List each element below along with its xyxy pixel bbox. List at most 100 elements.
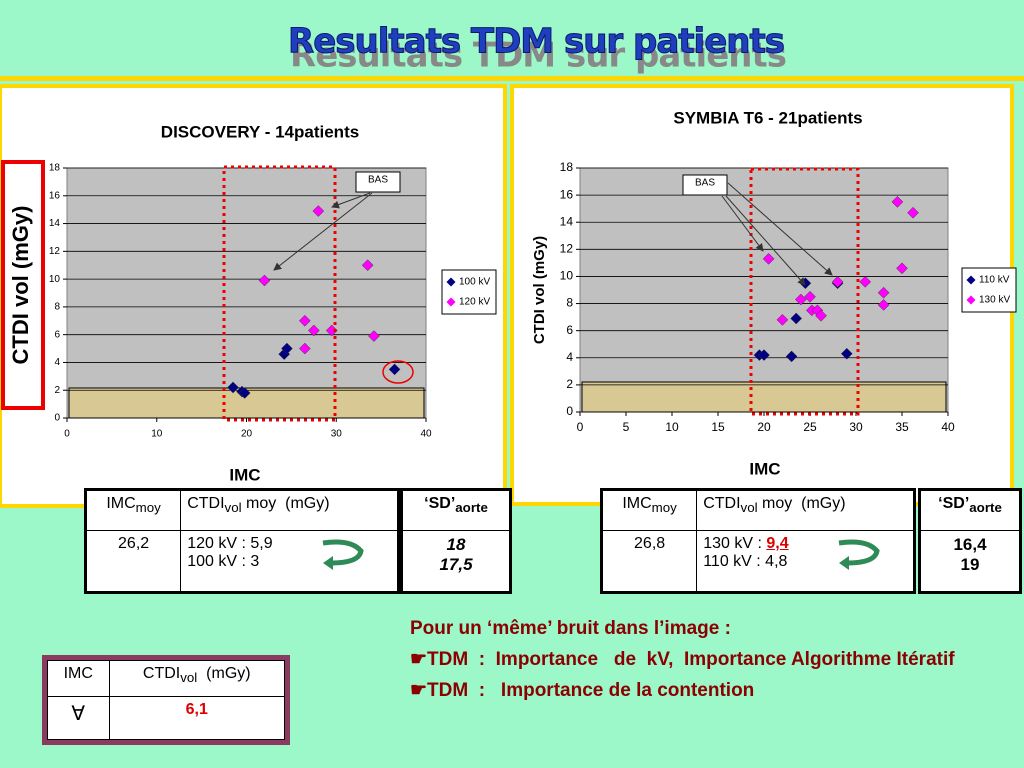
point (298, 314, 311, 327)
cell: 17,5 (439, 555, 473, 574)
legend-label: 120 kV (459, 297, 490, 308)
note-text: TDM : Importance de kV, Importance Algor… (427, 648, 955, 670)
point (258, 274, 271, 287)
table: IMC CTDIvol (mGy) ∀ 6,1 (42, 655, 290, 745)
point (307, 324, 320, 337)
y-tick-label: 10 (49, 274, 61, 285)
y-tick-label: 8 (566, 296, 573, 310)
y-tick-label: 4 (566, 350, 573, 364)
legend-marker (966, 275, 976, 285)
cell: 19 (960, 555, 980, 574)
cell: moy (651, 500, 677, 516)
legend-box (441, 269, 497, 315)
cell: 100 kV : 3 (187, 553, 260, 570)
y-tick-label: 12 (560, 242, 574, 256)
note-item: ☛TDM : Importance de la contention (410, 680, 1014, 703)
x-tick-label: 20 (757, 420, 771, 434)
axis-highlight (1, 160, 45, 410)
legend-marker (446, 297, 456, 307)
point (238, 387, 251, 399)
point (368, 330, 380, 342)
cell: 26,8 (601, 530, 698, 592)
plot-area (579, 167, 949, 413)
cell: aorte (969, 500, 1002, 516)
table: ‘SD’aorte 18 17,5 (400, 488, 512, 594)
notes: Pour un ‘même’ bruit dans l’image : ☛TDM… (410, 618, 1014, 710)
point (840, 347, 853, 360)
cell: ‘SD’ (938, 495, 970, 512)
annotation-box (355, 171, 401, 193)
title-rule (0, 76, 1024, 81)
x-tick-label: 0 (64, 429, 70, 440)
y-tick-label: 0 (566, 404, 573, 418)
point (896, 262, 908, 275)
point (758, 349, 770, 361)
arrow (725, 195, 806, 286)
cell: aorte (455, 500, 488, 516)
point (859, 276, 872, 288)
table: IMCmoy CTDIvol moy (mGy) 26,2 120 kV : 5… (84, 488, 400, 594)
cell: CTDI (142, 665, 181, 682)
bullet: ☛ (410, 648, 428, 670)
cell: CTDI (187, 495, 225, 512)
cell: vol (180, 670, 198, 686)
cell: CTDI (703, 495, 741, 512)
annotation: BAS (695, 178, 715, 189)
x-tick-label: 30 (331, 429, 343, 440)
y-tick-label: 6 (566, 323, 573, 337)
x-tick-label: 0 (577, 420, 584, 434)
x-tick-label: 30 (849, 420, 863, 434)
arrow (721, 195, 764, 252)
note-text: TDM : Importance de la contention (427, 679, 755, 701)
y-tick-label: 16 (560, 187, 574, 201)
point (227, 381, 239, 394)
cell: moy (135, 500, 161, 516)
note-item: ☛TDM : Importance de kV, Importance Algo… (410, 649, 1014, 672)
outlier-circle (382, 360, 414, 384)
point (891, 196, 904, 208)
point (877, 299, 890, 311)
x-tick-label: 10 (665, 420, 679, 434)
x-tick-label: 40 (941, 420, 955, 434)
point (762, 252, 775, 265)
x-tick-label: 10 (151, 429, 163, 440)
x-tick-label: 25 (803, 420, 817, 434)
cell: (mGy) (197, 665, 251, 682)
x-axis-title: IMC (229, 465, 260, 484)
plot-area (66, 167, 427, 419)
point (361, 259, 374, 272)
cell: 130 kV : (703, 535, 767, 552)
y-tick-label: 12 (49, 246, 61, 257)
chart-title: SYMBIA T6 - 21patients (673, 108, 862, 127)
cell: 110 kV : 4,8 (703, 553, 788, 570)
legend-label: 110 kV (979, 275, 1010, 286)
cell: ‘SD’ (424, 495, 456, 512)
point (298, 342, 311, 355)
cell: 9,4 (766, 535, 789, 552)
cell: 26,2 (85, 530, 182, 592)
x-tick-label: 35 (895, 420, 909, 434)
note-heading: Pour un ‘même’ bruit dans l’image : (410, 618, 731, 639)
point (281, 342, 293, 355)
cell: moy (mGy) (757, 495, 846, 512)
cell: ∀ (47, 696, 110, 740)
cell: IMC (106, 495, 136, 512)
table: ‘SD’aorte 16,4 19 (918, 488, 1022, 594)
y-tick-label: 0 (54, 413, 60, 424)
table: IMCmoy CTDIvol moy (mGy) 26,8 130 kV : 9… (600, 488, 916, 594)
cell: 18 (446, 535, 466, 554)
point (907, 206, 919, 219)
point (877, 286, 890, 299)
cell: IMC (47, 660, 110, 697)
reference-band (581, 381, 947, 413)
point (388, 363, 401, 376)
x-tick-label: 15 (711, 420, 725, 434)
bullet: ☛ (410, 679, 428, 701)
cell: 6,1 (108, 696, 286, 740)
cell: 120 kV : 5,9 (187, 535, 273, 552)
y-tick-label: 14 (49, 218, 61, 229)
point (785, 350, 798, 363)
y-tick-label: 8 (54, 302, 60, 313)
point (815, 309, 827, 322)
